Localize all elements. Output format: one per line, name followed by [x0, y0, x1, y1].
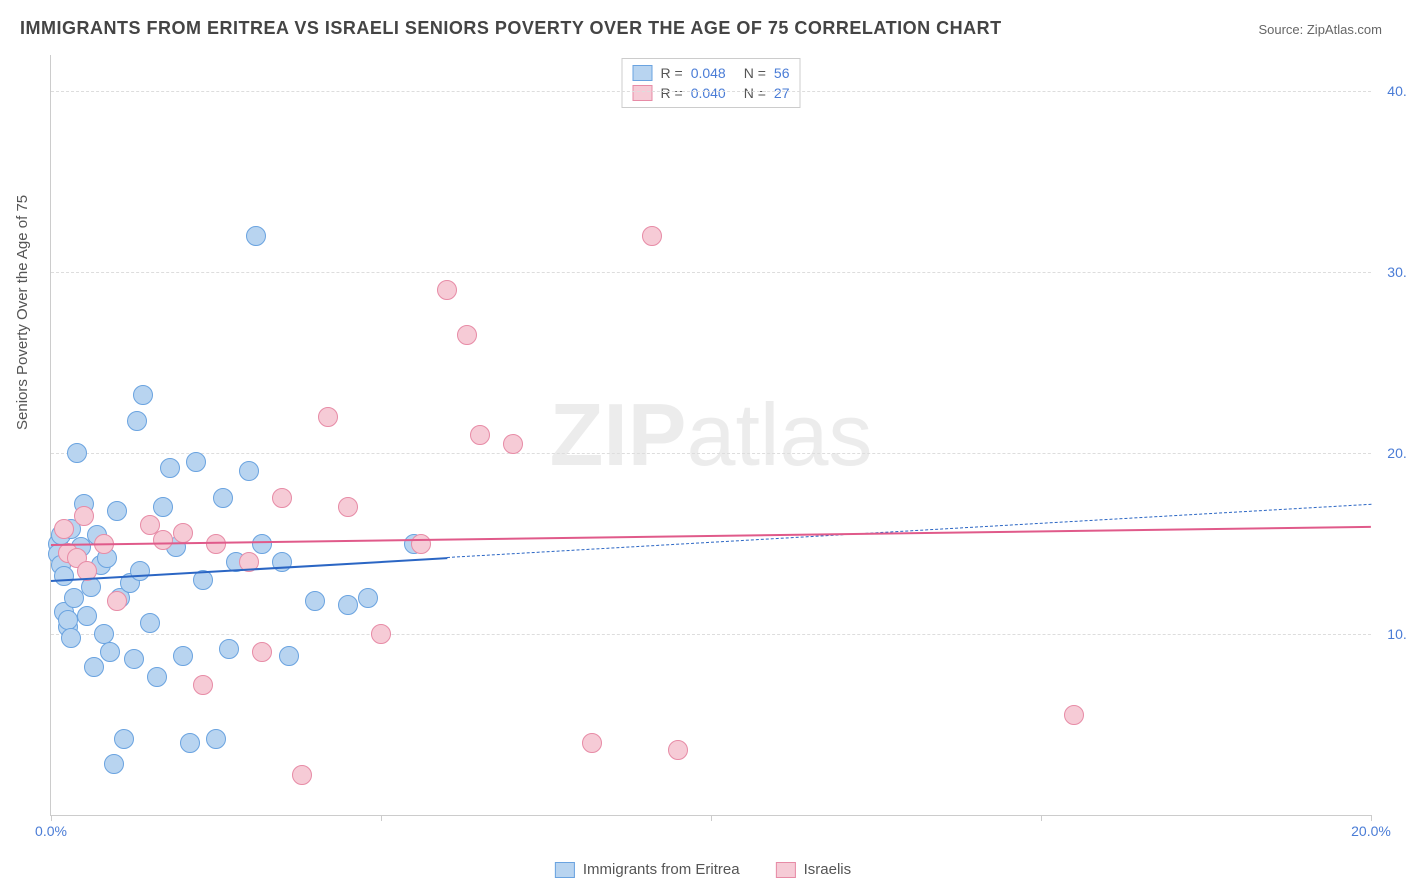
- y-axis-label: Seniors Poverty Over the Age of 75: [14, 195, 31, 430]
- data-point: [668, 740, 688, 760]
- x-tick-mark: [711, 815, 712, 821]
- data-point: [272, 488, 292, 508]
- data-point: [338, 497, 358, 517]
- data-point: [470, 425, 490, 445]
- chart-title: IMMIGRANTS FROM ERITREA VS ISRAELI SENIO…: [20, 18, 1002, 39]
- source-name: ZipAtlas.com: [1307, 22, 1382, 37]
- data-point: [107, 591, 127, 611]
- data-point: [107, 501, 127, 521]
- legend-label: Immigrants from Eritrea: [583, 861, 740, 878]
- data-point: [94, 624, 114, 644]
- data-point: [133, 385, 153, 405]
- data-point: [279, 646, 299, 666]
- data-point: [642, 226, 662, 246]
- data-point: [173, 523, 193, 543]
- watermark-rest: atlas: [687, 385, 873, 484]
- data-point: [371, 624, 391, 644]
- data-point: [1064, 705, 1084, 725]
- y-tick-label: 10.0%: [1375, 626, 1406, 642]
- y-tick-label: 40.0%: [1375, 83, 1406, 99]
- y-tick-label: 30.0%: [1375, 264, 1406, 280]
- data-point: [104, 754, 124, 774]
- data-point: [77, 606, 97, 626]
- correlation-legend: R = 0.048 N = 56 R = 0.040 N = 27: [622, 58, 801, 108]
- x-tick-mark: [1041, 815, 1042, 821]
- x-tick-label: 0.0%: [35, 823, 67, 839]
- x-tick-mark: [1371, 815, 1372, 821]
- data-point: [213, 488, 233, 508]
- legend-r-label: R =: [661, 85, 683, 101]
- legend-row: R = 0.048 N = 56: [633, 63, 790, 83]
- x-tick-mark: [51, 815, 52, 821]
- gridline: [51, 91, 1371, 92]
- scatter-plot: ZIPatlas R = 0.048N = 56R = 0.040N = 27 …: [50, 55, 1371, 816]
- data-point: [305, 591, 325, 611]
- legend-swatch: [633, 65, 653, 81]
- source-attribution: Source: ZipAtlas.com: [1258, 22, 1382, 37]
- data-point: [503, 434, 523, 454]
- gridline: [51, 272, 1371, 273]
- legend-n-value: 56: [774, 65, 790, 81]
- trend-line: [447, 504, 1371, 558]
- gridline: [51, 453, 1371, 454]
- data-point: [124, 649, 144, 669]
- data-point: [147, 667, 167, 687]
- source-label: Source:: [1258, 22, 1306, 37]
- legend-swatch: [633, 85, 653, 101]
- legend-item: Immigrants from Eritrea: [555, 861, 740, 878]
- data-point: [239, 461, 259, 481]
- data-point: [100, 642, 120, 662]
- data-point: [140, 613, 160, 633]
- data-point: [437, 280, 457, 300]
- legend-swatch: [776, 862, 796, 878]
- data-point: [206, 729, 226, 749]
- data-point: [61, 628, 81, 648]
- x-tick-mark: [381, 815, 382, 821]
- data-point: [186, 452, 206, 472]
- data-point: [54, 566, 74, 586]
- watermark: ZIPatlas: [550, 384, 873, 486]
- data-point: [193, 675, 213, 695]
- watermark-bold: ZIP: [550, 385, 687, 484]
- data-point: [358, 588, 378, 608]
- legend-r-value: 0.048: [691, 65, 726, 81]
- data-point: [318, 407, 338, 427]
- y-tick-label: 20.0%: [1375, 445, 1406, 461]
- x-tick-label: 20.0%: [1351, 823, 1391, 839]
- legend-n-value: 27: [774, 85, 790, 101]
- legend-row: R = 0.040 N = 27: [633, 83, 790, 103]
- data-point: [127, 411, 147, 431]
- data-point: [58, 610, 78, 630]
- data-point: [411, 534, 431, 554]
- data-point: [173, 646, 193, 666]
- data-point: [338, 595, 358, 615]
- data-point: [582, 733, 602, 753]
- legend-swatch: [555, 862, 575, 878]
- legend-r-label: R =: [661, 65, 683, 81]
- data-point: [292, 765, 312, 785]
- data-point: [160, 458, 180, 478]
- legend-n-label: N =: [744, 65, 766, 81]
- data-point: [67, 443, 87, 463]
- data-point: [457, 325, 477, 345]
- data-point: [180, 733, 200, 753]
- legend-label: Israelis: [804, 861, 852, 878]
- data-point: [74, 506, 94, 526]
- data-point: [130, 561, 150, 581]
- legend-r-value: 0.040: [691, 85, 726, 101]
- legend-item: Israelis: [776, 861, 852, 878]
- data-point: [219, 639, 239, 659]
- data-point: [153, 530, 173, 550]
- series-legend: Immigrants from Eritrea Israelis: [555, 861, 851, 878]
- data-point: [252, 534, 272, 554]
- gridline: [51, 634, 1371, 635]
- data-point: [54, 519, 74, 539]
- legend-n-label: N =: [744, 85, 766, 101]
- data-point: [84, 657, 104, 677]
- data-point: [153, 497, 173, 517]
- data-point: [246, 226, 266, 246]
- data-point: [114, 729, 134, 749]
- data-point: [252, 642, 272, 662]
